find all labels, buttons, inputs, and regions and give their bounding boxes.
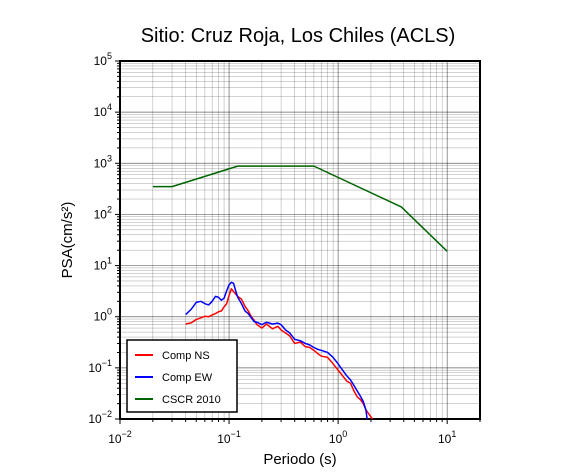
y-tick-label: 103 (94, 153, 112, 170)
x-tick-label: 10−1 (217, 429, 241, 446)
x-tick-label: 10−2 (108, 429, 132, 446)
x-axis-label: Periodo (s) (263, 451, 336, 468)
series-line-comp-ew (185, 281, 368, 419)
legend-label: Comp EW (162, 372, 213, 384)
plot-frame (119, 60, 481, 420)
y-axis-label: PSA(cm/s²) (59, 202, 76, 279)
legend-label: CSCR 2010 (162, 394, 221, 406)
series-line-comp-ns (185, 288, 374, 419)
y-tick-label: 101 (94, 256, 112, 273)
axis-ticks: 10−2 10−1 100 101 10−2 10−1 100 101 102 103 104 105 (88, 51, 481, 446)
y-tick-label: 104 (94, 102, 112, 119)
y-tick-label: 10−2 (88, 409, 112, 426)
grid (119, 60, 481, 420)
series-group (152, 165, 448, 419)
y-tick-label: 105 (94, 51, 112, 68)
series-line-cscr-2010 (152, 165, 448, 252)
y-tick-label: 100 (94, 307, 112, 324)
legend-label: Comp NS (162, 350, 210, 362)
chart-title: Sitio: Cruz Roja, Los Chiles (ACLS) (141, 25, 456, 47)
x-tick-label: 101 (438, 429, 456, 446)
y-tick-label: 102 (94, 204, 112, 221)
legend: Comp NS Comp EW CSCR 2010 (126, 339, 238, 413)
y-tick-label: 10−1 (88, 358, 112, 375)
x-tick-label: 100 (329, 429, 347, 446)
